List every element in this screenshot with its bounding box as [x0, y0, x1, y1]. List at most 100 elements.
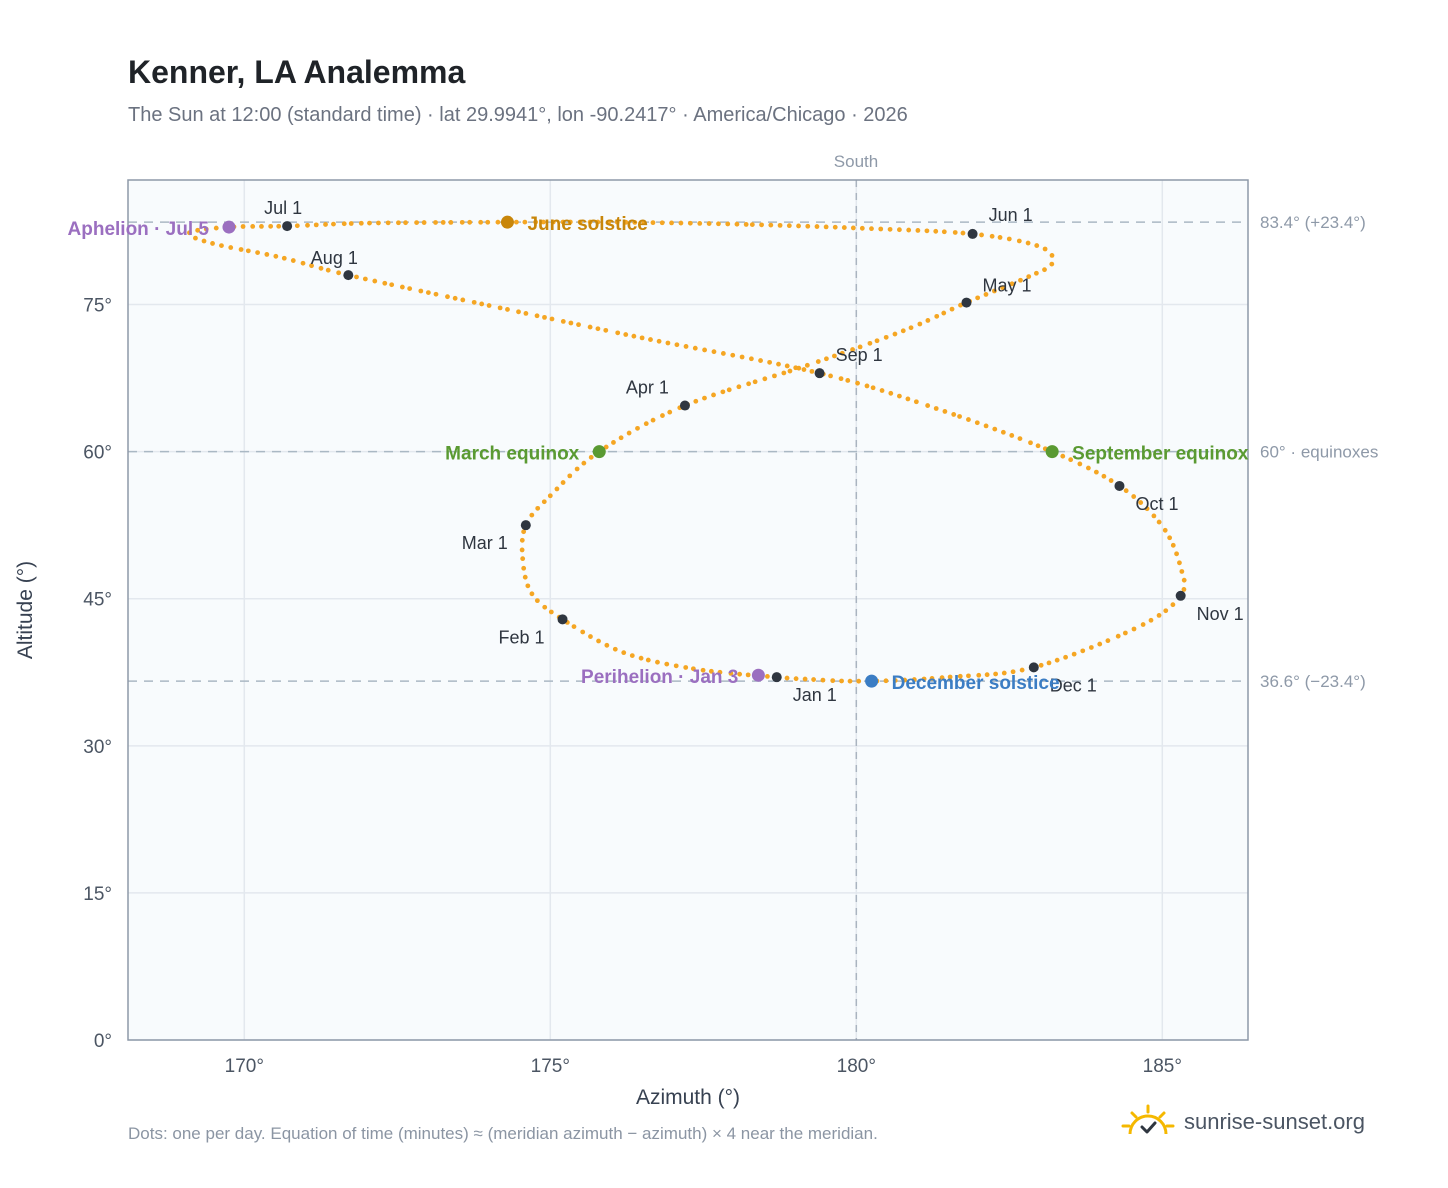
day-dot — [960, 230, 966, 236]
day-dot — [213, 225, 219, 231]
day-dot — [1097, 641, 1103, 647]
day-dot — [193, 235, 198, 241]
day-dot — [541, 499, 547, 505]
day-dot — [433, 220, 438, 225]
day-dot — [793, 365, 799, 371]
day-dot — [250, 224, 256, 229]
day-dot — [341, 221, 347, 227]
day-dot — [659, 220, 665, 226]
day-dot — [1038, 662, 1044, 668]
day-dot — [1151, 513, 1157, 519]
day-dot — [1017, 436, 1023, 442]
day-dot — [820, 677, 826, 683]
footnote: Dots: one per day. Equation of time (min… — [128, 1124, 878, 1143]
day-dot — [966, 673, 971, 679]
day-dot — [913, 399, 919, 405]
day-dot — [758, 358, 763, 363]
day-dot — [726, 387, 732, 393]
day-dot — [870, 385, 876, 391]
day-dot — [1042, 246, 1048, 252]
month-marker-label: Oct 1 — [1135, 494, 1178, 514]
day-dot — [867, 340, 873, 346]
day-dot — [772, 373, 777, 379]
day-dot — [621, 650, 627, 656]
day-dot — [702, 395, 707, 401]
meridian-label: South — [834, 152, 878, 171]
day-dot — [984, 672, 990, 678]
day-dot — [1077, 461, 1083, 467]
day-dot — [623, 219, 629, 225]
day-dot — [728, 670, 734, 676]
day-dot — [887, 226, 893, 232]
day-dot — [855, 380, 860, 386]
day-dot — [1054, 657, 1060, 663]
day-dot — [777, 222, 783, 228]
day-dot — [331, 221, 336, 227]
day-dot — [768, 222, 774, 228]
day-dot — [1131, 626, 1137, 632]
day-dot — [952, 230, 958, 235]
month-marker-label: May 1 — [982, 276, 1031, 296]
day-dot — [650, 220, 656, 226]
day-dot — [845, 378, 851, 383]
day-dot — [1016, 238, 1022, 244]
day-dot — [957, 673, 963, 679]
day-dot — [596, 638, 601, 644]
day-dot — [801, 367, 807, 372]
analemma-curve — [187, 219, 1187, 684]
day-dot — [730, 352, 736, 358]
axes-layer: 170° 175° 180° 185° 0° 15° 30° 45° 60° 75° — [83, 296, 1182, 1077]
month-marker-label: Sep 1 — [836, 345, 883, 365]
day-dot — [1049, 252, 1055, 258]
events-layer: March equinox June solstice September equi… — [68, 214, 1249, 694]
event-label: June solstice — [527, 214, 647, 235]
month-marker-label: Aug 1 — [311, 248, 358, 268]
day-dot — [1156, 613, 1162, 618]
day-dot — [522, 219, 528, 225]
day-dot — [618, 435, 624, 441]
day-dot — [1108, 478, 1114, 483]
day-dot — [864, 383, 870, 389]
brand-logo[interactable]: sunrise-sunset.org — [1120, 1102, 1365, 1142]
day-dot — [1170, 542, 1176, 548]
event-marker-dot — [751, 668, 765, 682]
day-dot — [906, 227, 912, 233]
day-dot — [255, 250, 260, 256]
day-dot — [519, 537, 525, 543]
day-dot — [690, 666, 696, 672]
day-dot — [700, 667, 706, 673]
day-dot — [949, 306, 955, 312]
day-dot — [403, 220, 408, 226]
day-dot — [305, 222, 310, 228]
day-dot — [678, 220, 684, 226]
day-dot — [385, 220, 391, 226]
day-dot — [560, 480, 566, 485]
day-dot — [674, 342, 680, 348]
day-dot — [734, 221, 740, 227]
day-dot — [1009, 281, 1015, 287]
day-dot — [883, 678, 889, 684]
day-dot — [911, 677, 917, 682]
day-dot — [752, 379, 758, 385]
month-marker-dot — [282, 221, 293, 232]
month-marker-dot — [1028, 662, 1039, 673]
day-dot — [957, 414, 962, 419]
day-dot — [814, 224, 820, 229]
day-dot — [983, 292, 989, 297]
day-dot — [1181, 577, 1187, 583]
day-dot — [697, 220, 703, 226]
day-dot — [924, 228, 930, 234]
day-dot — [947, 674, 953, 680]
day-dot — [664, 661, 670, 667]
day-dot — [1028, 440, 1033, 446]
day-dot — [856, 678, 862, 684]
day-dot — [521, 529, 527, 535]
day-dot — [655, 659, 660, 665]
day-dot — [614, 219, 620, 225]
day-dot — [479, 301, 485, 307]
y-axis-label: Altitude (°) — [14, 561, 37, 659]
x-tick-label: 175° — [531, 1056, 570, 1077]
day-dot — [796, 223, 801, 229]
day-dot — [309, 263, 314, 269]
